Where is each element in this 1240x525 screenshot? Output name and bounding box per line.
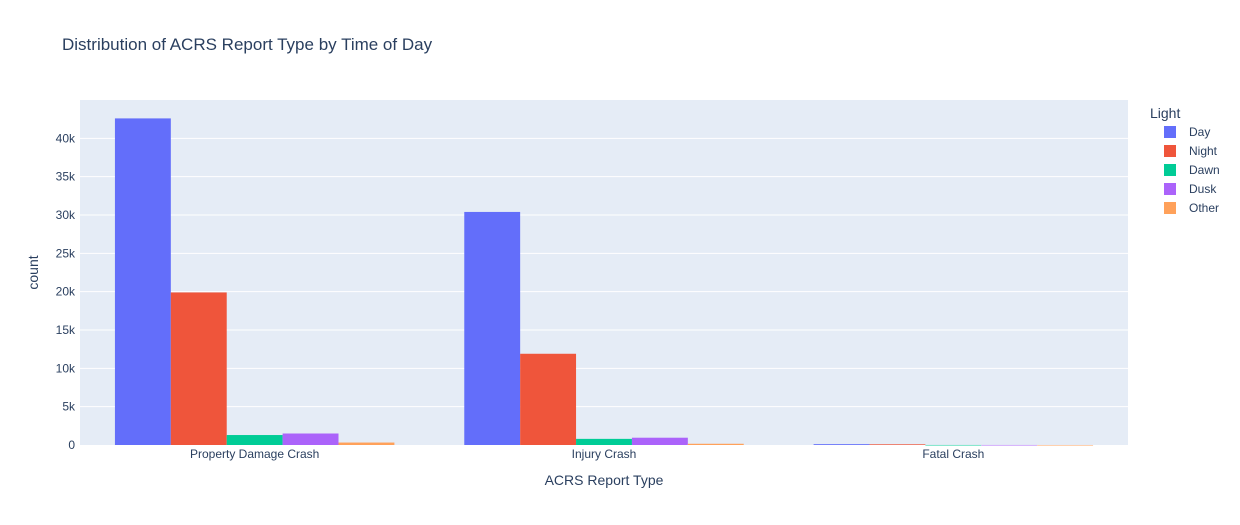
legend-swatch-dawn[interactable] (1164, 164, 1176, 176)
legend-swatch-night[interactable] (1164, 145, 1176, 157)
y-tick-label: 15k (56, 323, 76, 337)
y-tick-label: 35k (56, 170, 76, 184)
plot-background (80, 100, 1128, 445)
x-tick-label: Property Damage Crash (190, 447, 319, 461)
x-tick-label: Fatal Crash (922, 447, 984, 461)
y-tick-label: 40k (56, 131, 76, 145)
legend[interactable]: Light Day Night Dawn Dusk Other (1150, 105, 1220, 215)
bar-other-1[interactable] (687, 443, 744, 445)
bar-night-1[interactable] (520, 353, 577, 445)
bar-dawn-1[interactable] (576, 438, 632, 445)
bar-dusk-0[interactable] (282, 433, 339, 446)
legend-swatch-dusk[interactable] (1164, 183, 1176, 195)
legend-label-night[interactable]: Night (1189, 144, 1218, 158)
legend-title: Light (1150, 105, 1180, 121)
y-tick-label: 25k (56, 246, 76, 260)
bar-other-2[interactable] (1037, 444, 1094, 446)
legend-label-dusk[interactable]: Dusk (1189, 182, 1217, 196)
bar-dawn-0[interactable] (226, 435, 283, 445)
x-tick-labels: Property Damage Crash Injury Crash Fatal C… (190, 447, 984, 461)
bar-night-2[interactable] (869, 444, 926, 445)
legend-label-other[interactable]: Other (1189, 201, 1219, 215)
legend-label-dawn[interactable]: Dawn (1189, 163, 1220, 177)
bar-other-0[interactable] (338, 442, 395, 445)
bar-day-1[interactable] (464, 211, 521, 445)
x-tick-label: Injury Crash (572, 447, 637, 461)
chart-title: Distribution of ACRS Report Type by Time… (62, 35, 433, 54)
y-tick-label: 5k (62, 400, 76, 414)
y-tick-label: 30k (56, 208, 76, 222)
y-axis-title: count (25, 255, 41, 289)
y-tick-label: 0 (68, 438, 75, 452)
legend-swatch-day[interactable] (1164, 126, 1176, 138)
bar-dusk-2[interactable] (981, 444, 1038, 446)
legend-label-day[interactable]: Day (1189, 125, 1210, 139)
bar-dusk-1[interactable] (631, 437, 688, 445)
bar-day-2[interactable] (813, 444, 870, 445)
y-tick-label: 10k (56, 361, 76, 375)
y-tick-labels: 0 5k 10k 15k 20k 25k 30k 35k 40k (56, 131, 76, 452)
y-tick-label: 20k (56, 285, 76, 299)
legend-swatch-other[interactable] (1164, 202, 1176, 214)
gridlines (80, 137, 1128, 408)
bar-day-0[interactable] (114, 118, 171, 446)
bar-dawn-2[interactable] (925, 444, 982, 446)
bars (114, 118, 1094, 446)
x-axis-title: ACRS Report Type (545, 472, 664, 488)
bar-night-0[interactable] (170, 292, 227, 445)
